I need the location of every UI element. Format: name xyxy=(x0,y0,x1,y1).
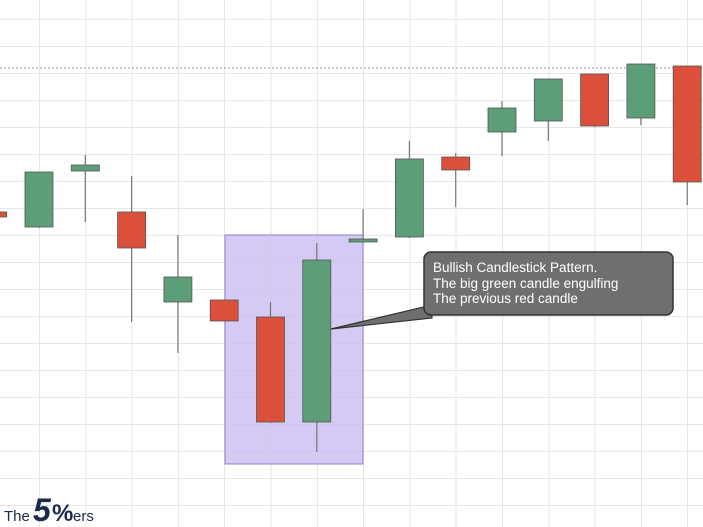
candle-body xyxy=(117,211,146,249)
candle-body xyxy=(0,211,8,218)
candle-body xyxy=(394,158,424,238)
logo-suffix: ers xyxy=(73,508,94,525)
callout-line: The previous red candle xyxy=(433,291,578,306)
candle-body xyxy=(24,171,54,228)
candle-body xyxy=(256,316,285,423)
candle-body xyxy=(302,259,332,423)
logo-prefix: The xyxy=(4,508,30,525)
candle-body xyxy=(580,73,609,127)
logo-number: 5 xyxy=(33,492,52,527)
callout-line: The big green candle engulfing xyxy=(433,276,618,291)
candle-body xyxy=(70,164,100,172)
candle-body xyxy=(209,299,239,322)
candle-body xyxy=(348,238,378,243)
callout: Bullish Candlestick Pattern. The big gre… xyxy=(330,251,674,330)
logo-symbol: % xyxy=(52,500,73,527)
candle-body xyxy=(487,107,517,133)
candle-body xyxy=(163,276,193,303)
candles xyxy=(0,63,702,452)
highlight-box xyxy=(224,234,364,465)
logo: The 5 % ers xyxy=(4,492,94,527)
candle-body xyxy=(626,63,656,119)
candle-body xyxy=(441,156,471,171)
candle-body xyxy=(533,78,563,122)
candle-body xyxy=(672,65,702,183)
callout-line: Bullish Candlestick Pattern. xyxy=(433,260,597,275)
callout-box xyxy=(423,251,674,316)
